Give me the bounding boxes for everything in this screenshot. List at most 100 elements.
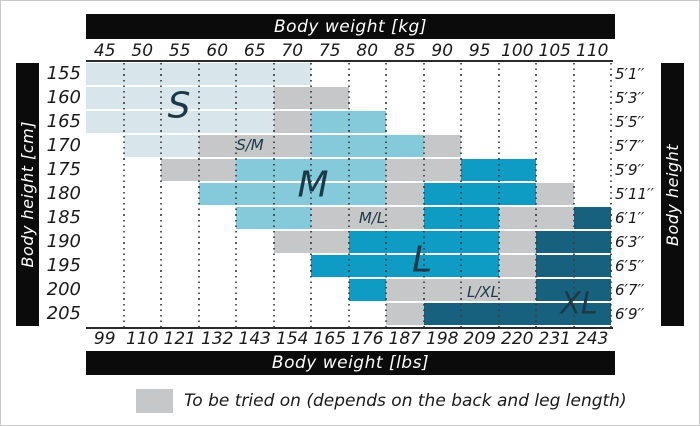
size-cell-try [236, 135, 274, 157]
kg-tick: 60 [206, 41, 229, 61]
size-cell-m [348, 135, 386, 157]
size-cell-xl [536, 255, 574, 277]
lbs-tick: 176 [351, 329, 384, 349]
size-cell-s [236, 111, 274, 133]
bottom-axis-title: Body weight [lbs] [271, 353, 430, 373]
size-cell-m [273, 207, 311, 229]
size-cell-s [86, 87, 124, 109]
ft-tick: 5′1′′ [615, 65, 645, 83]
size-cell-l [348, 279, 386, 301]
size-cell-m [236, 207, 274, 229]
size-cell-xl [461, 303, 499, 325]
lbs-tick: 110 [126, 329, 159, 349]
size-cell-try [536, 207, 574, 229]
size-cell-try [461, 279, 499, 301]
size-cell-s [161, 135, 199, 157]
size-cell-l [348, 255, 386, 277]
size-cell-xl [536, 231, 574, 253]
size-cell-try [498, 231, 536, 253]
kg-tick: 95 [468, 41, 491, 61]
grid-bottom-border [86, 327, 613, 329]
legend: To be tried on (depends on the back and … [136, 389, 627, 413]
size-cell-m [311, 135, 349, 157]
size-cell-xl [573, 207, 611, 229]
size-cell-s [123, 63, 161, 85]
size-cell-try [273, 231, 311, 253]
size-cell-try [498, 279, 536, 301]
size-cell-s [273, 63, 311, 85]
ft-tick: 5′7′′ [615, 137, 645, 155]
size-cell-l [348, 231, 386, 253]
size-cell-l [423, 183, 461, 205]
kg-tick: 80 [356, 41, 379, 61]
size-cell-try [386, 303, 424, 325]
size-cell-try [386, 183, 424, 205]
size-cell-m [198, 183, 236, 205]
cm-tick: 175 [46, 159, 81, 180]
cm-tick: 195 [46, 255, 81, 276]
size-cell-s [123, 135, 161, 157]
size-cell-s [123, 111, 161, 133]
kg-tick: 85 [393, 41, 416, 61]
lbs-tick: 220 [501, 329, 534, 349]
size-cell-l [423, 255, 461, 277]
size-cell-m [311, 159, 349, 181]
size-cell-s [236, 63, 274, 85]
size-cell-try [536, 183, 574, 205]
kg-tick: 50 [131, 41, 154, 61]
kg-tick: 70 [281, 41, 304, 61]
ft-tick: 6′9′′ [615, 305, 645, 323]
ft-tick: 6′3′′ [615, 233, 645, 251]
cm-tick: 200 [46, 279, 81, 300]
kg-tick: 90 [431, 41, 454, 61]
size-cell-l [386, 255, 424, 277]
grid-top-border [86, 60, 613, 62]
lbs-tick: 187 [388, 329, 421, 349]
size-cell-l [461, 159, 499, 181]
size-cell-m [236, 159, 274, 181]
size-cell-try [498, 207, 536, 229]
size-cell-l [386, 231, 424, 253]
size-cell-s [161, 87, 199, 109]
size-cell-l [461, 207, 499, 229]
size-cell-m [348, 159, 386, 181]
cm-tick: 190 [46, 231, 81, 252]
lbs-tick: 143 [238, 329, 271, 349]
size-cell-s [161, 111, 199, 133]
size-cell-xl [536, 279, 574, 301]
ft-tick: 5′5′′ [615, 113, 645, 131]
size-cell-try [386, 207, 424, 229]
size-cell-xl [536, 303, 574, 325]
size-cell-m [386, 135, 424, 157]
size-cell-try [273, 135, 311, 157]
size-cell-l [423, 231, 461, 253]
lbs-tick: 121 [163, 329, 196, 349]
bottom-axis-bar: Body weight [lbs] [86, 351, 615, 375]
size-cell-m [273, 183, 311, 205]
size-cell-try [423, 279, 461, 301]
size-cell-try [198, 159, 236, 181]
size-zone-label-l: L [411, 239, 433, 281]
size-cell-s [198, 63, 236, 85]
lbs-tick: 198 [426, 329, 459, 349]
size-cell-l [423, 207, 461, 229]
ft-tick: 5′9′′ [615, 161, 645, 179]
ft-tick: 5′3′′ [615, 89, 645, 107]
kg-tick: 110 [576, 41, 609, 61]
size-cell-try [423, 159, 461, 181]
size-cell-s [198, 111, 236, 133]
ft-tick: 6′1′′ [615, 209, 645, 227]
cm-tick: 160 [46, 87, 81, 108]
size-cell-try [273, 111, 311, 133]
lbs-tick: 231 [538, 329, 571, 349]
kg-tick: 65 [243, 41, 266, 61]
size-cell-s [86, 111, 124, 133]
lbs-tick: 99 [93, 329, 116, 349]
size-cell-s [123, 87, 161, 109]
kg-tick: 75 [318, 41, 341, 61]
size-cell-l [461, 255, 499, 277]
size-cell-xl [498, 303, 536, 325]
size-cell-m [348, 111, 386, 133]
size-cell-l [311, 255, 349, 277]
